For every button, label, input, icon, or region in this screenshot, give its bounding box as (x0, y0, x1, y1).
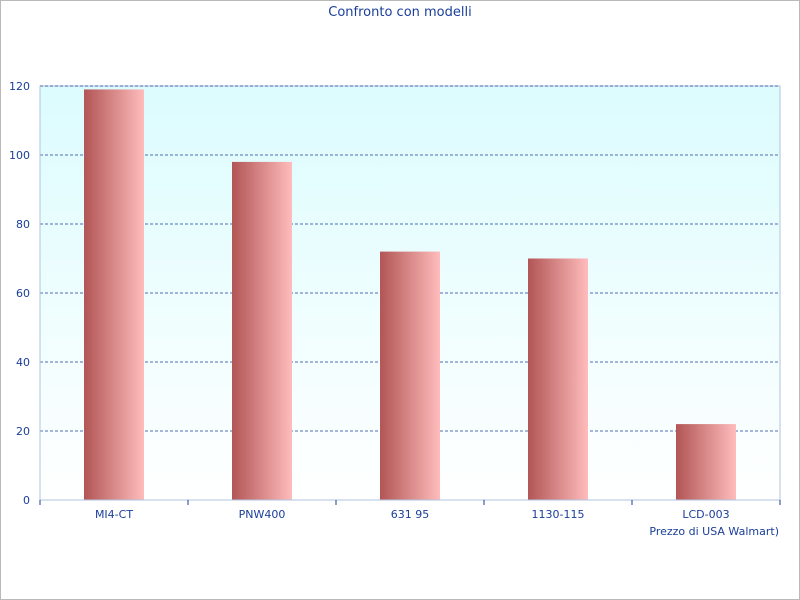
x-tick-label: LCD-003 (682, 508, 729, 521)
y-tick-label: 40 (16, 356, 30, 369)
y-tick-label: 120 (9, 80, 30, 93)
bar-lcd-003 (676, 424, 736, 500)
y-tick-label: 0 (23, 494, 30, 507)
x-tick-label: 631 95 (391, 508, 430, 521)
bar-pnw400 (232, 161, 292, 500)
x-tick-label: PNW400 (239, 508, 286, 521)
bar-mi4-ct (84, 89, 144, 500)
bars (84, 89, 736, 500)
y-tick-label: 80 (16, 218, 30, 231)
chart-title: Confronto con modelli (328, 5, 472, 20)
y-tick-label: 100 (9, 149, 30, 162)
tick-labels: 0 20 40 60 80 100 120 MI4-CT PNW400 631 95 1130-11… (9, 80, 730, 521)
x-tick-label: 1130-115 (532, 508, 585, 521)
y-tick-label: 20 (16, 425, 30, 438)
axes (39, 86, 781, 505)
x-axis-label: Prezzo di USA Walmart) (649, 525, 779, 538)
x-tick-label: MI4-CT (95, 508, 133, 521)
y-tick-label: 60 (16, 287, 30, 300)
bar-1130-115 (528, 258, 588, 500)
bar-631-95 (380, 251, 440, 500)
